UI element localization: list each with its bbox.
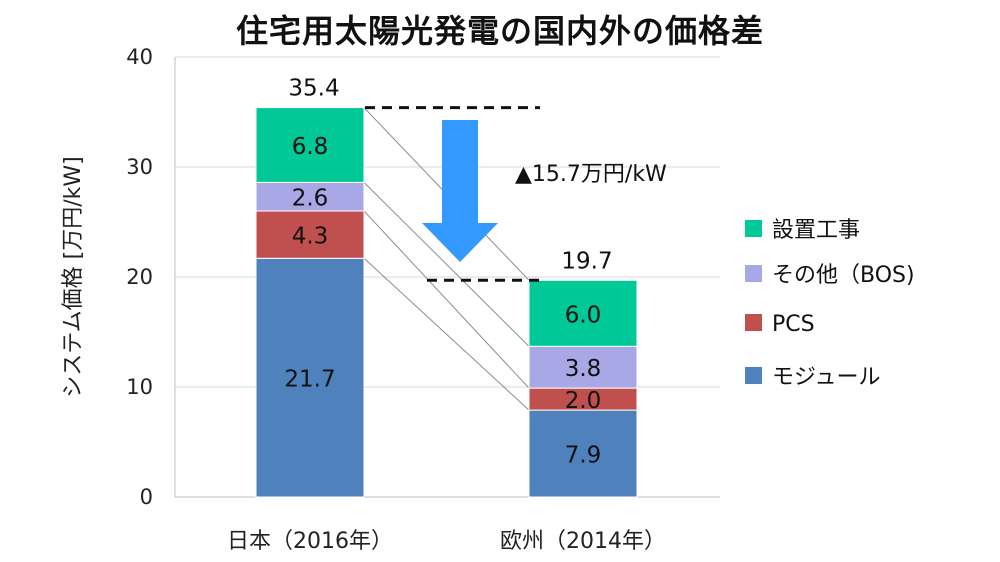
- connector-line: [363, 257, 530, 411]
- connector-lines: [363, 107, 530, 411]
- data-label: 6.8: [292, 134, 329, 160]
- x-category-label: 日本（2016年）: [227, 529, 393, 554]
- data-label: 7.9: [565, 443, 602, 469]
- legend-label: PCS: [772, 312, 815, 337]
- bar-segment: [255, 107, 365, 183]
- bar-segment: [255, 210, 365, 259]
- data-label: 2.6: [292, 186, 329, 212]
- y-tick-label: 30: [126, 155, 153, 179]
- data-label: 2.0: [565, 388, 602, 414]
- price-difference-annotation: ▲15.7万円/kW: [515, 162, 667, 187]
- y-tick-label: 40: [126, 45, 153, 69]
- annotations: ▲15.7万円/kW: [365, 106, 667, 282]
- data-label: 21.7: [284, 367, 335, 393]
- axes: 0 10 20 30 40 システム価格 [万円/kW] 日本（2016年） 欧州（2014年…: [61, 45, 720, 554]
- bars: [255, 107, 638, 498]
- y-tick-label: 0: [140, 485, 153, 509]
- legend-swatch: [745, 367, 762, 384]
- connector-line: [363, 182, 530, 347]
- legend-swatch: [745, 265, 762, 282]
- chart-title: 住宅用太陽光発電の国内外の価格差: [235, 12, 764, 50]
- data-label: 4.3: [292, 224, 329, 250]
- total-label: 35.4: [288, 76, 339, 102]
- y-tick-label: 10: [126, 375, 153, 399]
- bar-segment: [528, 279, 638, 347]
- legend-swatch: [745, 220, 762, 237]
- connector-line: [363, 210, 530, 389]
- legend-label: 設置工事: [772, 218, 860, 243]
- bar-segment: [255, 257, 365, 498]
- bar-segment: [528, 409, 638, 498]
- bar-segment: [255, 181, 365, 212]
- legend-label: モジュール: [772, 365, 880, 390]
- legend-label: その他（BOS): [772, 263, 915, 288]
- data-label: 3.8: [565, 356, 602, 382]
- total-label: 19.7: [561, 248, 612, 274]
- y-axis-label: システム価格 [万円/kW]: [61, 156, 86, 397]
- x-category-label: 欧州（2014年）: [500, 529, 666, 554]
- legend-swatch: [745, 314, 762, 331]
- down-arrow-icon: [422, 120, 498, 262]
- labels: 21.7 4.3 2.6 6.8 35.4 7.9 2.0 3.8 6.0 19.7: [284, 76, 612, 469]
- y-tick-label: 20: [126, 265, 153, 289]
- data-label: 6.0: [565, 302, 602, 328]
